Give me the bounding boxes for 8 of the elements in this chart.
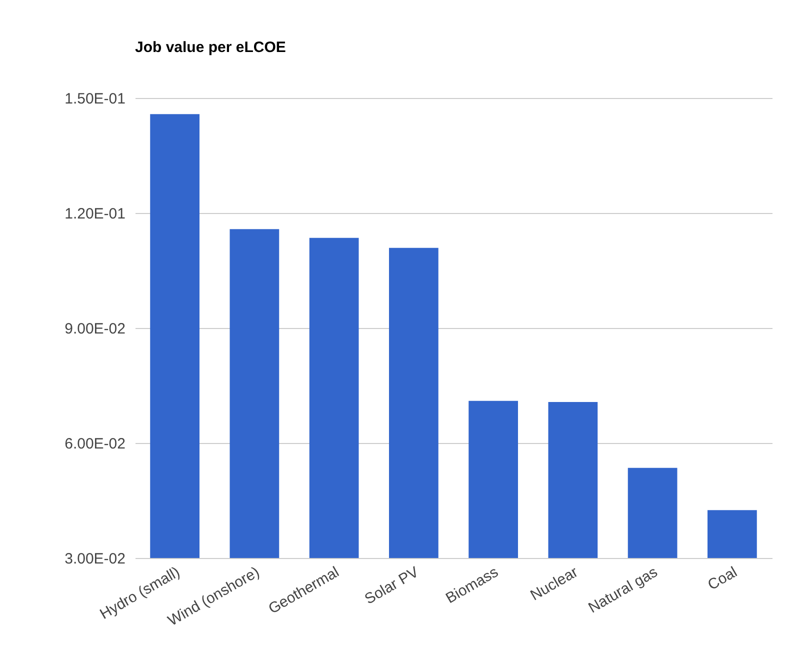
x-tick-label: Coal — [704, 564, 740, 594]
y-tick-label: 3.00E-02 — [64, 550, 126, 568]
y-tick-label: 6.00E-02 — [64, 436, 126, 452]
y-tick-label: 1.50E-01 — [64, 90, 126, 108]
y-tick-label: 9.00E-02 — [64, 320, 126, 338]
y-tick-label: 1.20E-01 — [64, 206, 126, 222]
x-tick-label: Solar PV — [362, 564, 422, 608]
chart-title: Job value per eLCOE — [135, 39, 286, 56]
